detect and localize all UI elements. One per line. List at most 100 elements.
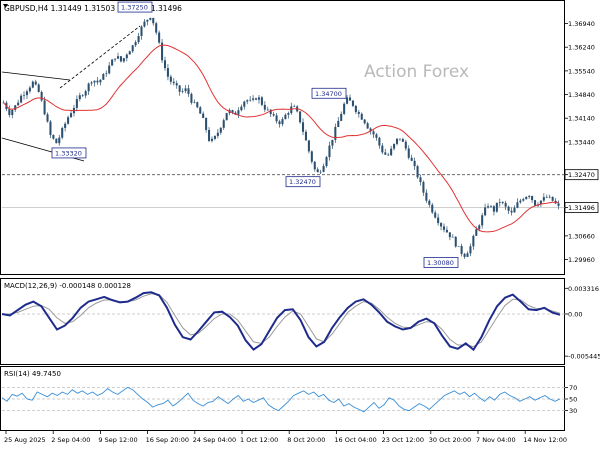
candle-body <box>246 100 249 102</box>
candle-body <box>181 91 184 92</box>
candle-body <box>440 223 443 227</box>
candle-body <box>222 120 225 128</box>
candle-body <box>28 87 31 92</box>
candle-body <box>169 76 172 82</box>
candle-body <box>363 119 366 124</box>
candle-body <box>410 157 413 161</box>
candle-body <box>69 113 73 118</box>
candle-body <box>475 229 478 236</box>
candle-body <box>422 182 425 193</box>
candle-body <box>210 138 214 141</box>
candle-body <box>275 115 278 122</box>
candle-body <box>193 102 196 103</box>
candle-body <box>445 229 448 233</box>
candle-body <box>61 127 64 138</box>
rsi-panel-frame <box>0 366 565 431</box>
macd-axis: 0.003316 0.00 -0.005445 <box>565 285 600 361</box>
price-tick-label: 1.34140 <box>568 115 595 123</box>
candle-body <box>131 45 134 52</box>
candle-body <box>539 200 542 205</box>
candle-body <box>548 196 551 198</box>
price-annotation-label: 1.32470 <box>289 178 316 186</box>
rsi-tick-label: 30 <box>569 407 577 415</box>
candle-body <box>293 106 296 108</box>
candle-body <box>304 131 307 141</box>
price-tick-label: 1.34840 <box>568 91 595 99</box>
candle-body <box>340 113 343 121</box>
candle-body <box>46 114 49 122</box>
candle-body <box>466 253 469 257</box>
candle-body <box>20 95 23 103</box>
candle-body <box>287 113 290 115</box>
candle-body <box>52 134 55 139</box>
candle-body <box>234 112 237 115</box>
candle-body <box>398 138 401 140</box>
candle-body <box>205 118 208 130</box>
candle-body <box>531 196 534 201</box>
macd-tick-label: 0.003316 <box>568 285 599 293</box>
candle-body <box>78 95 81 100</box>
candle-body <box>504 203 507 207</box>
candle-body <box>516 202 519 208</box>
dropdown-triangle-icon[interactable] <box>3 4 8 8</box>
candle-body <box>322 165 325 172</box>
macd-tick-label: 0.00 <box>568 310 582 318</box>
candle-body <box>510 210 513 213</box>
price-tick-label: 1.36940 <box>568 20 595 28</box>
candle-body <box>172 81 175 84</box>
candle-body <box>43 100 46 115</box>
candle-body <box>454 236 457 247</box>
candle-body <box>149 17 152 20</box>
candle-body <box>240 106 243 111</box>
candle-body <box>472 235 475 247</box>
candle-body <box>137 35 140 43</box>
candle-body <box>116 56 120 59</box>
price-panel-frame <box>0 0 565 275</box>
candle-body <box>11 109 14 116</box>
candle-body <box>484 207 487 216</box>
candle-body <box>252 98 255 100</box>
price-annotation-box <box>423 257 459 268</box>
candle-body <box>513 207 516 213</box>
candle-body <box>448 232 451 238</box>
candle-body <box>404 141 407 149</box>
candle-body <box>58 137 61 144</box>
candle-body <box>434 212 437 218</box>
candle-body <box>419 177 422 183</box>
candle-body <box>128 51 131 55</box>
candle-body <box>175 83 178 86</box>
candle-body <box>249 99 252 101</box>
price-tick-label: 1.35540 <box>568 67 595 75</box>
candle-body <box>158 32 161 43</box>
candle-body <box>84 91 87 96</box>
price-tick-label: 1.31496 <box>568 204 595 212</box>
time-axis: 25 Aug 2025 2 Sep 04:00 9 Sep 12:00 16 Sep … <box>4 431 567 444</box>
rsi-grid <box>2 387 565 411</box>
macd-signal-line <box>2 293 561 348</box>
candle-body <box>310 151 313 162</box>
candle-body <box>328 145 331 158</box>
candle-body <box>375 134 378 138</box>
candle-body <box>331 139 334 146</box>
candle-body <box>114 58 117 60</box>
candle-body <box>354 105 357 112</box>
candle-body <box>437 217 440 224</box>
candle-body <box>489 206 493 207</box>
candle-body <box>369 128 372 132</box>
candle-body <box>255 98 258 100</box>
candle-body <box>401 139 404 142</box>
macd-panel-title: MACD(12,26,9) -0.000148 0.000128 <box>4 282 131 290</box>
time-tick-label: 7 Nov 04:00 <box>476 436 516 444</box>
candle-body <box>301 122 305 132</box>
price-annotation-label: 1.30080 <box>427 259 454 267</box>
candle-body <box>360 113 363 120</box>
candle-body <box>534 200 537 206</box>
candle-body <box>108 65 111 74</box>
price-panel-title: GBPUSD,H4 1.31449 1.31503 1.31437 1.3149… <box>4 4 182 13</box>
candle-body <box>243 101 246 107</box>
candle-body <box>498 202 501 203</box>
time-tick-label: 16 Oct 04:00 <box>334 436 376 444</box>
candle-body <box>134 42 137 46</box>
candle-body <box>55 138 58 144</box>
